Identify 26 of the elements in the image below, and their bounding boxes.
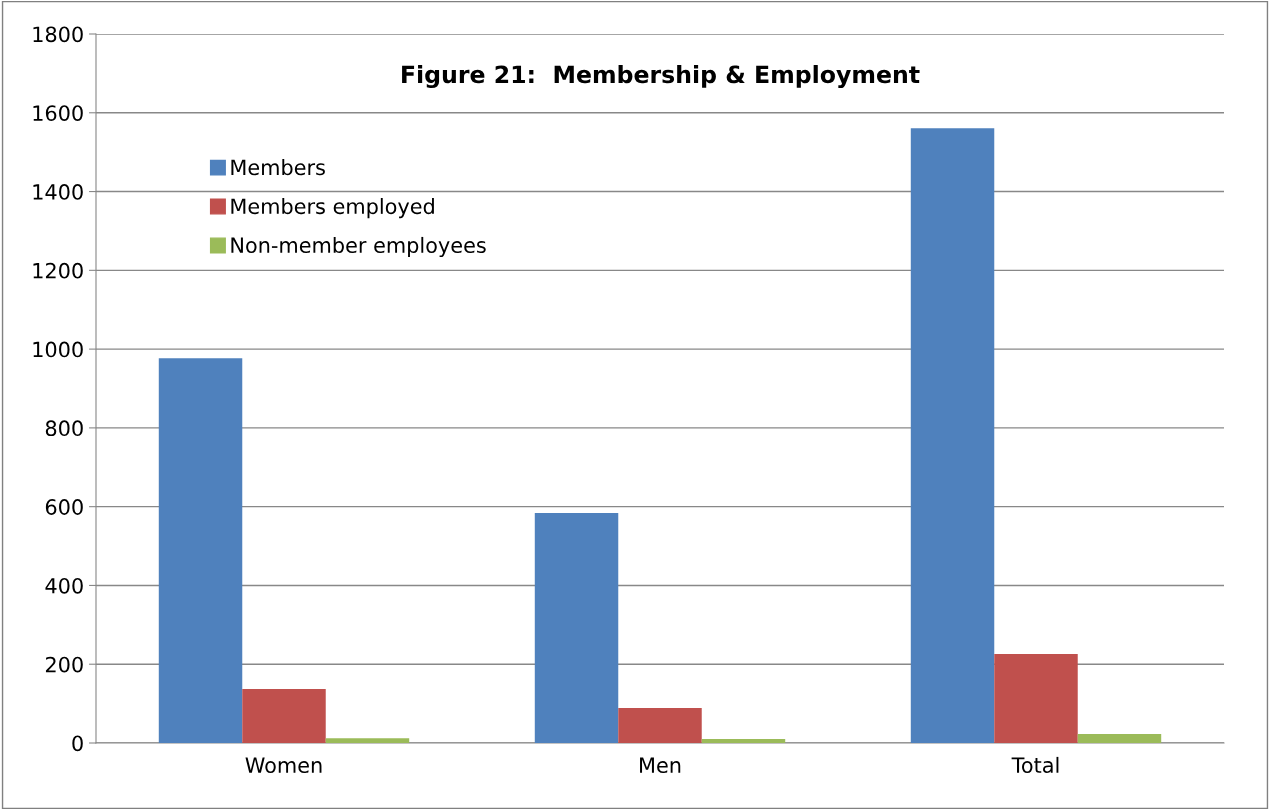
y-tick-label: 800: [45, 420, 83, 437]
bar: [701, 739, 786, 743]
bar: [534, 512, 619, 743]
y-tick-label: 1000: [33, 341, 83, 358]
text: Figure 21: Membership & Employment: [402, 65, 920, 89]
x-tick-label: Men: [640, 757, 681, 774]
legend-label: Members: [231, 159, 325, 176]
x-tick-label: Total: [1011, 756, 1059, 774]
bar: [994, 653, 1078, 743]
y-tick-label: 0: [72, 735, 83, 752]
bar: [158, 358, 243, 743]
bar: [910, 128, 995, 743]
bar: [618, 707, 702, 743]
bar: [1077, 733, 1162, 743]
y-tick-label: 1600: [33, 105, 83, 121]
x-tick-label: Women: [245, 757, 322, 774]
y-tick-label: 400: [45, 577, 83, 594]
legend-label: Members employed: [231, 198, 434, 219]
y-tick-label: 1400: [33, 184, 83, 200]
bar: [325, 738, 410, 743]
bar: [242, 689, 326, 743]
legend-label: Non-member employees: [231, 236, 486, 258]
y-tick-label: 1200: [33, 262, 83, 279]
y-tick-label: 600: [45, 499, 83, 515]
y-tick-label: 1800: [33, 26, 83, 43]
y-tick-label: 200: [45, 656, 83, 673]
